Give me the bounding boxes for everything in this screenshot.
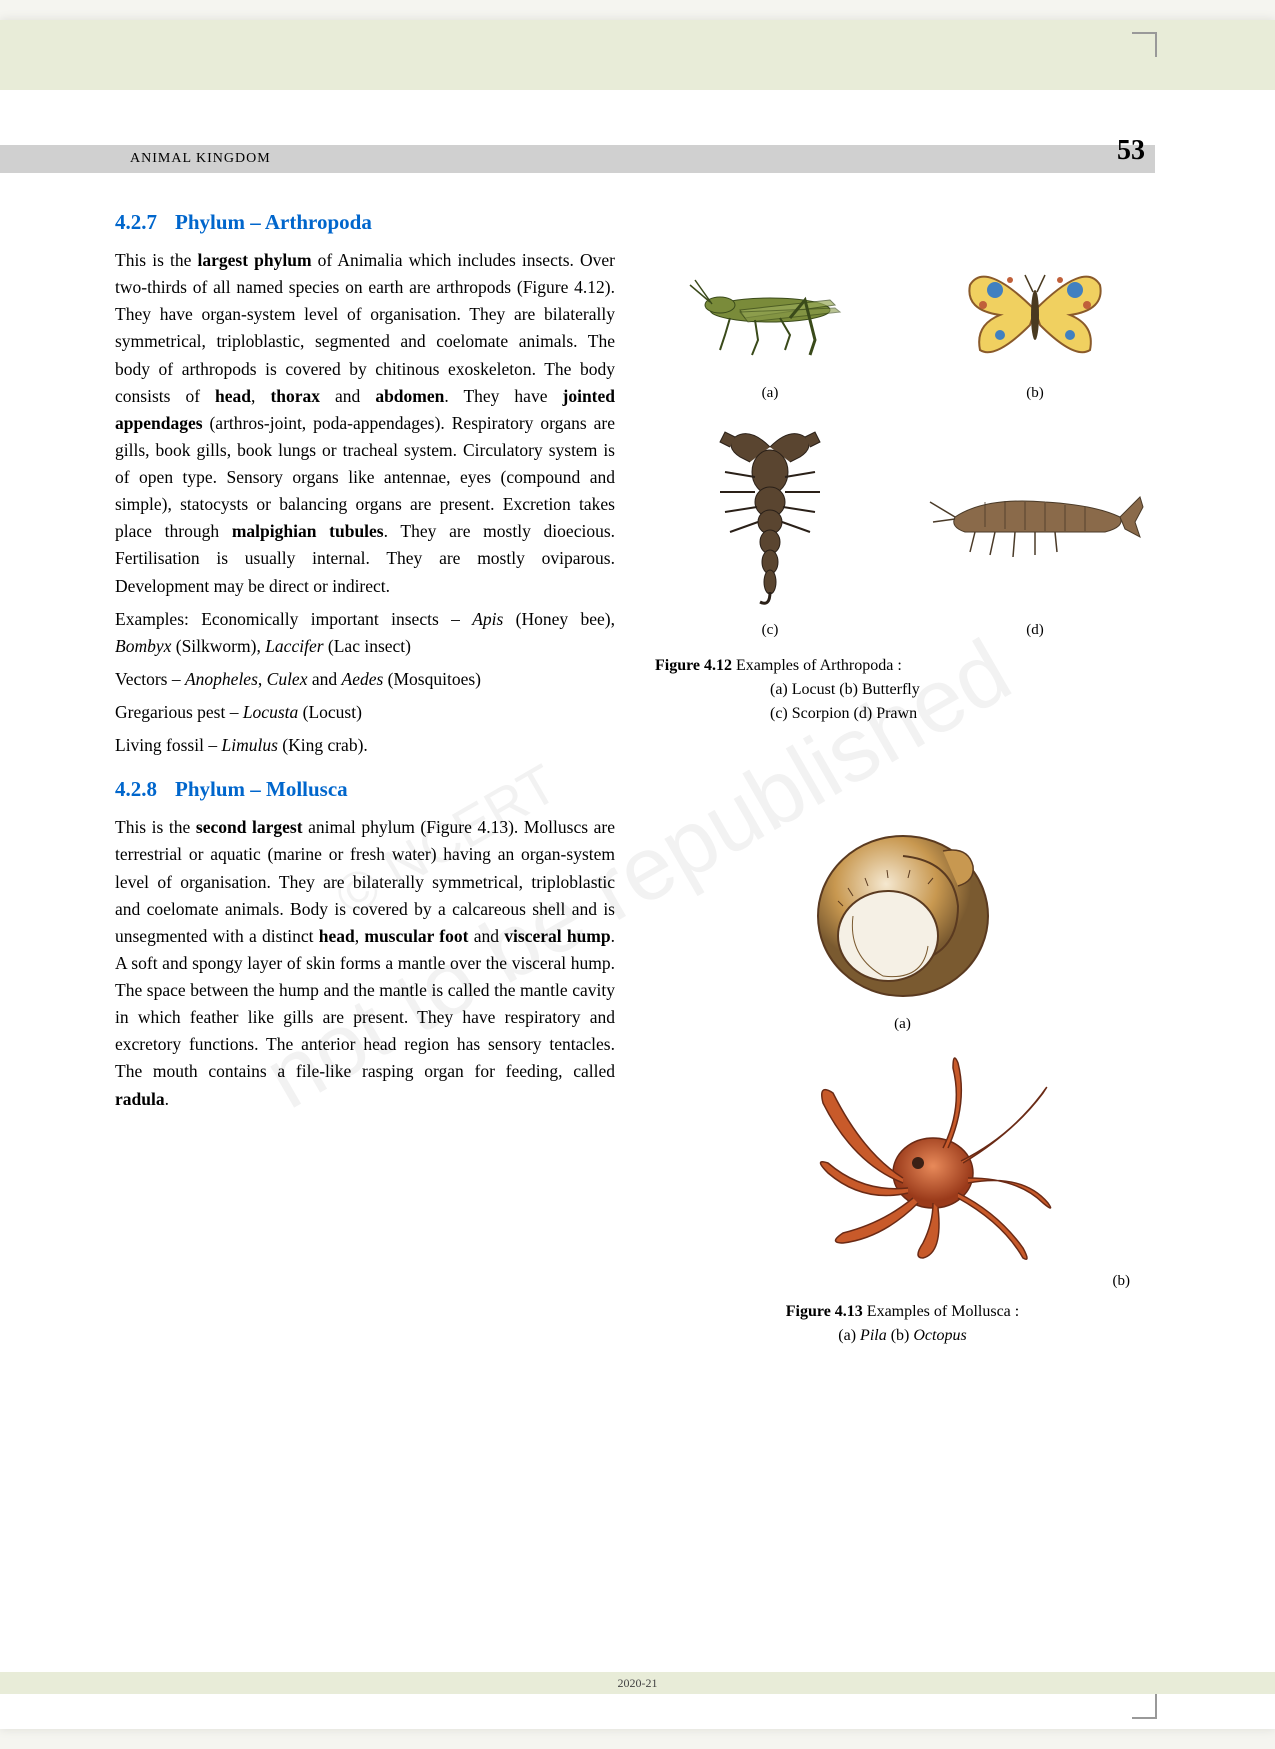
figure-413-caption: Figure 4.13 Examples of Mollusca : (a) P… <box>645 1300 1160 1348</box>
figure-label: (b) <box>705 1273 1160 1290</box>
locust-illustration <box>645 240 895 380</box>
paragraph: Gregarious pest – Locusta (Locust) <box>115 699 615 726</box>
footer-bar: 2020-21 <box>0 1672 1275 1694</box>
octopus-illustration <box>793 1043 1073 1263</box>
figure-octopus: (b) <box>705 1043 1160 1290</box>
caption-bold: Figure 4.12 <box>655 657 732 674</box>
section-heading-427: 4.2.7 Phylum – Arthropoda <box>115 210 615 235</box>
paragraph: Examples: Economically important insects… <box>115 606 615 660</box>
paragraph: Living fossil – Limulus (King crab). <box>115 732 615 759</box>
caption-items: (a) Locust (b) Butterfly (c) Scorpion (d… <box>655 678 920 726</box>
page-number: 53 <box>1117 135 1145 167</box>
footer-year: 2020-21 <box>618 1676 658 1690</box>
butterfly-illustration <box>910 240 1160 380</box>
content-area: 4.2.7 Phylum – Arthropoda This is the lar… <box>115 210 1160 1639</box>
section-number: 4.2.7 <box>115 210 157 234</box>
prawn-illustration <box>910 417 1160 617</box>
caption-items: (a) Pila (b) Octopus <box>838 1327 966 1344</box>
section-heading-428: 4.2.8 Phylum – Mollusca <box>115 777 615 802</box>
crop-mark-bottom <box>1132 1694 1157 1719</box>
right-column: (a) <box>645 210 1160 1639</box>
section-title: Phylum – Mollusca <box>175 777 348 801</box>
caption-text: Examples of Mollusca : <box>867 1303 1019 1320</box>
caption-text: Examples of Arthropoda : <box>736 657 902 674</box>
figure-butterfly: (b) <box>910 240 1160 402</box>
textbook-page: ANIMAL KINGDOM 53 not to be republished … <box>0 20 1275 1729</box>
running-header: ANIMAL KINGDOM <box>0 145 1155 173</box>
figure-pila: (a) <box>645 806 1160 1033</box>
left-column: 4.2.7 Phylum – Arthropoda This is the lar… <box>115 210 615 1639</box>
figure-label: (a) <box>645 1016 1160 1033</box>
crop-mark-top <box>1132 32 1157 57</box>
section-title: Phylum – Arthropoda <box>175 210 372 234</box>
figure-412-caption: Figure 4.12 Examples of Arthropoda : (a)… <box>645 654 1160 726</box>
top-color-bar <box>0 20 1275 90</box>
figure-label: (d) <box>910 622 1160 639</box>
scorpion-illustration <box>645 417 895 617</box>
figure-prawn: (d) <box>910 417 1160 639</box>
pila-illustration <box>793 806 1013 1006</box>
section-number: 4.2.8 <box>115 777 157 801</box>
figure-label: (b) <box>910 385 1160 402</box>
chapter-title: ANIMAL KINGDOM <box>130 151 271 167</box>
paragraph: This is the largest phylum of Animalia w… <box>115 247 615 600</box>
figure-locust: (a) <box>645 240 895 402</box>
figure-label: (c) <box>645 622 895 639</box>
paragraph: Vectors – Anopheles, Culex and Aedes (Mo… <box>115 666 615 693</box>
caption-bold: Figure 4.13 <box>786 1303 863 1320</box>
figure-scorpion: (c) <box>645 417 895 639</box>
figure-412-grid: (a) <box>645 240 1160 639</box>
figure-label: (a) <box>645 385 895 402</box>
figure-413-group: (a) <box>645 806 1160 1348</box>
paragraph: This is the second largest animal phylum… <box>115 814 615 1112</box>
